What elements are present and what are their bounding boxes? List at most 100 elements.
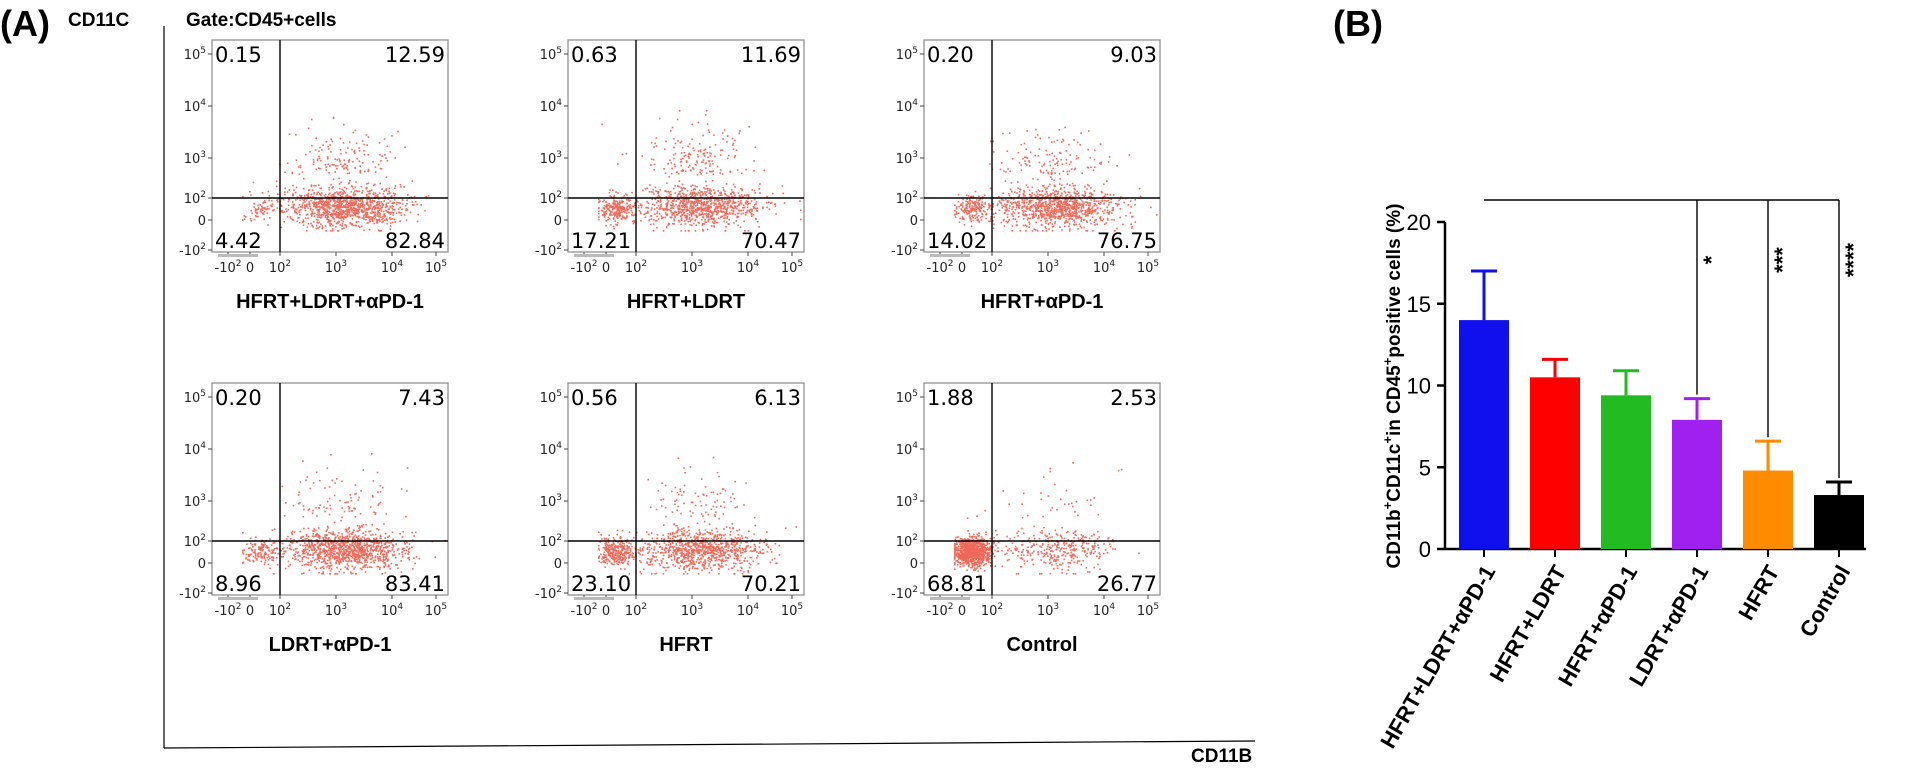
quadrant-value-lower-right: 76.75 bbox=[1097, 229, 1157, 253]
quadrant-value-lower-left: 14.02 bbox=[927, 229, 987, 253]
flow-y-tick-label: 104 bbox=[540, 98, 563, 115]
significance-label: * bbox=[1699, 255, 1724, 264]
quadrant-value-lower-left: 4.42 bbox=[215, 229, 262, 253]
flow-plot-title: Control bbox=[1006, 634, 1077, 656]
flow-x-tick-label: -102 bbox=[571, 259, 598, 276]
flow-x-tick-label: -102 bbox=[215, 602, 242, 619]
flow-events bbox=[954, 126, 1158, 232]
flow-events bbox=[598, 110, 802, 232]
flow-x-tick-label: 102 bbox=[625, 259, 647, 276]
significance-label: *** bbox=[1770, 247, 1795, 273]
flow-y-tick-label: 103 bbox=[896, 150, 918, 167]
flow-y-tick-label: -102 bbox=[179, 585, 206, 602]
flow-x-tick-label: -102 bbox=[215, 259, 242, 276]
flow-x-tick-label: -102 bbox=[927, 259, 954, 276]
flow-plot-frame bbox=[211, 39, 449, 253]
panel-a-x-axis-line bbox=[163, 740, 1256, 749]
flow-plot-frame bbox=[567, 39, 805, 253]
flow-x-tick-label: 104 bbox=[381, 602, 404, 619]
flow-y-tick-label: 105 bbox=[184, 46, 206, 63]
flow-plot-title: HFRT bbox=[659, 634, 712, 656]
flow-y-tick-label: 104 bbox=[184, 441, 207, 458]
flow-y-tick-label: 102 bbox=[896, 533, 918, 550]
bar-y-tick-label: 10 bbox=[1407, 374, 1431, 399]
flow-x-tick-label: 103 bbox=[681, 602, 703, 619]
flow-y-tick-label: 105 bbox=[896, 389, 918, 406]
flow-x-tick-label: 102 bbox=[269, 602, 291, 619]
flow-plot-frame bbox=[567, 382, 805, 596]
bar-category-label: Control bbox=[1795, 561, 1856, 641]
quadrant-value-lower-left: 17.21 bbox=[571, 229, 631, 253]
flow-x-tick-label: 103 bbox=[1037, 602, 1059, 619]
bar-y-tick-label: 0 bbox=[1419, 537, 1431, 562]
flow-events bbox=[242, 116, 430, 232]
flow-x-tick-label: 0 bbox=[602, 261, 610, 276]
quadrant-value-upper-right: 11.69 bbox=[741, 43, 801, 67]
quadrant-value-upper-left: 0.20 bbox=[927, 43, 974, 67]
flow-x-tick-label: 102 bbox=[981, 259, 1003, 276]
flow-y-tick-label: 0 bbox=[198, 214, 206, 229]
quadrant-value-lower-left: 8.96 bbox=[215, 572, 262, 596]
flow-events bbox=[954, 462, 1140, 575]
flow-y-tick-label: 105 bbox=[896, 46, 918, 63]
flow-y-tick-label: 103 bbox=[540, 493, 562, 510]
flow-x-tick-label: 103 bbox=[681, 259, 703, 276]
quadrant-value-upper-left: 0.63 bbox=[571, 43, 618, 67]
bar-y-tick-label: 20 bbox=[1407, 210, 1431, 235]
flow-plot-title: HFRT+αPD-1 bbox=[981, 291, 1104, 313]
bar-y-tick-label: 15 bbox=[1407, 292, 1431, 317]
flow-y-tick-label: 104 bbox=[896, 98, 919, 115]
flow-x-tick-label: -102 bbox=[571, 602, 598, 619]
flow-x-tick-label: 104 bbox=[1093, 259, 1116, 276]
flow-y-tick-label: -102 bbox=[179, 242, 206, 259]
quadrant-value-lower-right: 26.77 bbox=[1097, 572, 1157, 596]
flow-x-tick-label: 102 bbox=[625, 602, 647, 619]
bar bbox=[1743, 470, 1793, 549]
flow-x-tick-label: 0 bbox=[246, 604, 254, 619]
bar-category-label: HFRT bbox=[1733, 561, 1784, 625]
bar-y-axis-label: CD11b+CD11c+in CD45+positive cells (%) bbox=[1380, 204, 1405, 569]
quadrant-value-upper-left: 0.15 bbox=[215, 43, 262, 67]
flow-y-tick-label: 0 bbox=[198, 557, 206, 572]
quadrant-value-lower-right: 82.84 bbox=[385, 229, 445, 253]
flow-x-tick-label: 104 bbox=[737, 259, 760, 276]
flow-x-tick-label: 0 bbox=[246, 261, 254, 276]
flow-events bbox=[598, 456, 797, 575]
flow-y-tick-label: 102 bbox=[540, 533, 562, 550]
quadrant-value-upper-left: 0.20 bbox=[215, 386, 262, 410]
quadrant-value-lower-left: 68.81 bbox=[927, 572, 987, 596]
flow-y-tick-label: 102 bbox=[184, 190, 206, 207]
flow-x-tick-label: 104 bbox=[737, 602, 760, 619]
panel-a-label: (A) bbox=[0, 3, 50, 44]
flow-y-tick-label: 103 bbox=[184, 493, 206, 510]
y-axis-label-cd11c: CD11C bbox=[68, 10, 130, 31]
flow-plot-frame bbox=[923, 39, 1161, 253]
flow-x-tick-label: 105 bbox=[781, 602, 803, 619]
flow-y-tick-label: 103 bbox=[540, 150, 562, 167]
quadrant-value-upper-right: 7.43 bbox=[398, 386, 445, 410]
flow-plot: 1.88 2.53 68.81 26.77 105 104 103 102 0 -102 -102 0… bbox=[891, 382, 1161, 656]
flow-y-tick-label: 105 bbox=[540, 46, 562, 63]
flow-y-tick-label: -102 bbox=[535, 585, 562, 602]
bar bbox=[1601, 395, 1651, 549]
quadrant-value-lower-right: 83.41 bbox=[385, 572, 445, 596]
bar bbox=[1459, 320, 1509, 549]
flow-x-tick-label: 103 bbox=[325, 602, 347, 619]
flow-x-tick-label: 105 bbox=[425, 259, 447, 276]
flow-plot-title: LDRT+αPD-1 bbox=[269, 634, 392, 656]
quadrant-value-upper-right: 2.53 bbox=[1110, 386, 1157, 410]
flow-y-tick-label: 0 bbox=[554, 214, 562, 229]
flow-plot: 0.56 6.13 23.10 70.21 105 104 103 102 0 -102 -102 0… bbox=[535, 382, 805, 656]
flow-x-tick-label: 0 bbox=[958, 604, 966, 619]
flow-x-tick-label: 0 bbox=[958, 261, 966, 276]
flow-y-tick-label: 103 bbox=[896, 493, 918, 510]
gate-label: Gate:CD45+cells bbox=[186, 10, 337, 31]
flow-y-tick-label: -102 bbox=[891, 585, 918, 602]
flow-x-tick-label: 102 bbox=[981, 602, 1003, 619]
quadrant-value-upper-right: 9.03 bbox=[1110, 43, 1157, 67]
significance-label: **** bbox=[1841, 242, 1866, 277]
flow-x-tick-label: 105 bbox=[1137, 602, 1159, 619]
